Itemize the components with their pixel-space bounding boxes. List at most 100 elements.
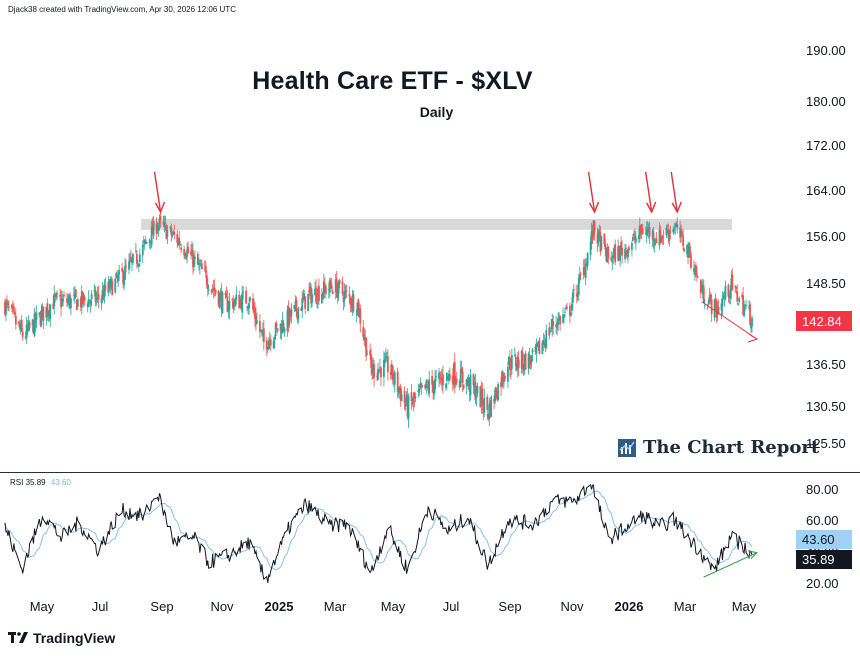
candle-body <box>157 225 160 230</box>
candle-body <box>745 304 747 306</box>
candle-body <box>440 377 442 380</box>
candle-body <box>318 286 320 301</box>
candle-body <box>82 294 85 300</box>
candle-body <box>729 289 732 299</box>
candle-body <box>210 289 213 292</box>
candle-body <box>730 278 733 291</box>
candle-body <box>632 233 635 236</box>
candle-body <box>252 298 254 310</box>
candle-body <box>427 385 430 391</box>
candle-body <box>321 293 323 304</box>
candle-body <box>507 366 509 382</box>
candle-body <box>275 324 278 326</box>
candle-body <box>173 231 176 235</box>
candle-body <box>276 328 279 332</box>
candle-body <box>710 299 713 315</box>
candle-body <box>6 301 8 303</box>
candle-body <box>55 293 58 297</box>
candle-body <box>259 321 261 332</box>
price-axis-tick: 172.00 <box>806 138 846 153</box>
candle-body <box>531 349 534 353</box>
candle-body <box>172 232 175 234</box>
candle-body <box>59 294 62 297</box>
x-axis-tick: Mar <box>324 599 347 614</box>
candle-body <box>620 242 623 249</box>
candle-body <box>8 306 10 308</box>
candle-body <box>530 355 533 363</box>
candle-body <box>535 344 538 354</box>
candle-body <box>238 295 241 309</box>
candle-body <box>476 385 479 394</box>
candle-body <box>516 356 519 370</box>
candle-body <box>442 374 444 386</box>
candle-body <box>743 306 746 317</box>
candle-body <box>572 289 575 291</box>
candle-body <box>343 291 346 300</box>
candle-body <box>86 303 89 307</box>
candle-body <box>33 313 36 336</box>
candle-body <box>458 380 461 388</box>
candle-body <box>191 249 193 257</box>
candle-body <box>114 278 117 293</box>
candle-body <box>521 352 524 369</box>
candle-body <box>32 320 35 334</box>
tradingview-logo[interactable]: TradingView <box>8 630 115 646</box>
candle-body <box>570 304 573 311</box>
candle-body <box>355 313 358 315</box>
candle-body <box>461 371 464 384</box>
candle-body <box>38 312 41 316</box>
candle-body <box>655 238 658 244</box>
candle-body <box>323 284 326 288</box>
candle-body <box>125 266 127 268</box>
candle-body <box>309 286 311 291</box>
candle-body <box>11 306 14 310</box>
candle-body <box>413 392 416 400</box>
candle-body <box>107 281 110 293</box>
candle-body <box>155 223 158 234</box>
x-axis-tick: May <box>30 599 55 614</box>
rsi-legend: RSI 35.89 43.60 <box>10 478 71 487</box>
candle-body <box>204 265 207 273</box>
candle-body <box>582 266 585 275</box>
candle-body <box>529 359 532 365</box>
candle-body <box>132 253 134 263</box>
candle-body <box>638 225 641 236</box>
candle-body <box>197 263 200 265</box>
candle-body <box>207 289 210 291</box>
candle-body <box>88 300 91 302</box>
candle-body <box>372 364 374 371</box>
candle-body <box>280 326 283 334</box>
candle-body <box>102 292 105 300</box>
candle-body <box>373 363 375 378</box>
candle-body <box>135 254 138 264</box>
candle-body <box>193 256 195 267</box>
candle-body <box>25 324 28 339</box>
candle-body <box>165 225 168 240</box>
candle-body <box>308 290 311 293</box>
candle-body <box>190 251 192 255</box>
candle-body <box>211 288 214 290</box>
candle-body <box>542 340 545 344</box>
candle-body <box>502 374 504 382</box>
candle-body <box>41 306 44 313</box>
candle-body <box>399 387 402 401</box>
candle-body <box>28 322 31 328</box>
candle-body <box>447 373 450 381</box>
candle-body <box>714 298 717 306</box>
candle-body <box>637 235 640 240</box>
candle-body <box>158 218 161 224</box>
candle-body <box>680 229 683 237</box>
candle-body <box>52 303 55 309</box>
candle-body <box>537 341 540 347</box>
candle-body <box>348 293 351 297</box>
candle-body <box>738 297 741 303</box>
candle-body <box>548 327 551 336</box>
candle-body <box>407 395 410 420</box>
candle-body <box>74 289 77 298</box>
candle-body <box>31 319 34 325</box>
candle-body <box>734 286 737 288</box>
candle-body <box>493 398 496 403</box>
candle-body <box>648 227 651 237</box>
candle-body <box>696 276 699 278</box>
